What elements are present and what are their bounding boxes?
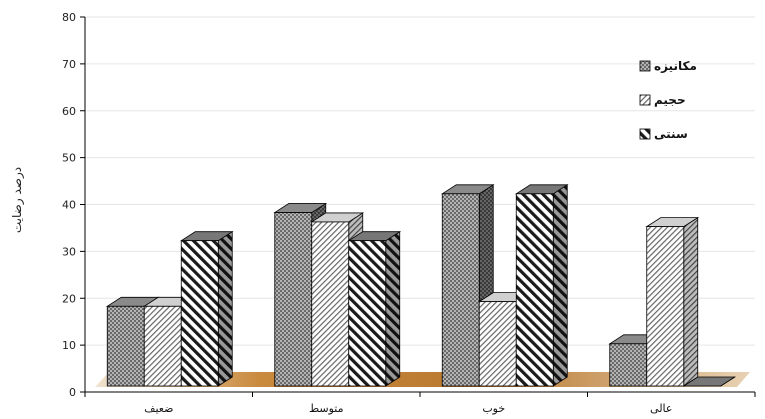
bar-front	[478, 301, 517, 387]
bar-front	[143, 305, 182, 387]
x-tick-label: خوب	[482, 402, 505, 415]
x-tick-label: عالی	[650, 402, 672, 415]
legend-label: مکانیزه	[654, 59, 697, 73]
axis-labels: 0 10 20 30 40 50 60 70 80 ضعیف متوسط خوب عالی	[62, 11, 672, 415]
bar-front	[441, 193, 480, 387]
bar	[514, 184, 569, 387]
y-tick-label: 60	[62, 105, 76, 118]
legend-swatch	[639, 60, 651, 72]
axes	[80, 16, 756, 397]
legend: مکانیزه حجیم سنتی	[639, 59, 697, 141]
bar-front	[348, 240, 387, 387]
y-tick-label: 30	[62, 245, 76, 258]
bar-top	[682, 376, 737, 387]
bar-side	[385, 230, 401, 387]
bar-front	[180, 240, 219, 387]
bar	[682, 376, 737, 387]
chart-floor	[95, 372, 750, 387]
y-tick-label: 50	[62, 152, 76, 165]
bar-front	[609, 343, 648, 387]
bar-side	[552, 184, 568, 387]
y-tick-label: 40	[62, 199, 76, 212]
x-tick-label: ضعیف	[144, 402, 173, 415]
legend-item: حجیم	[639, 93, 686, 107]
bar	[645, 216, 700, 387]
bar-front	[646, 226, 685, 387]
bar-side	[217, 230, 233, 387]
legend-item: مکانیزه	[639, 59, 697, 73]
bars	[105, 184, 737, 387]
y-tick-label: 20	[62, 292, 76, 305]
legend-label: حجیم	[654, 93, 686, 107]
bar	[179, 230, 234, 387]
x-tick-label: متوسط	[309, 402, 344, 415]
y-tick-label: 70	[62, 58, 76, 71]
bar-side	[683, 216, 699, 387]
bar	[347, 230, 402, 387]
legend-swatch	[639, 128, 651, 140]
legend-label: سنتی	[654, 127, 688, 141]
bar-front	[515, 193, 554, 387]
legend-item: سنتی	[639, 127, 688, 141]
y-axis-title: درصد رضایت	[10, 167, 25, 233]
y-tick-label: 80	[62, 11, 76, 24]
y-tick-label: 10	[62, 339, 76, 352]
bar-front	[274, 212, 313, 387]
y-tick-label: 0	[69, 386, 76, 399]
floor-plane	[95, 372, 750, 387]
bar-front	[311, 221, 350, 387]
bar-front	[106, 305, 145, 387]
legend-swatch	[639, 94, 651, 106]
